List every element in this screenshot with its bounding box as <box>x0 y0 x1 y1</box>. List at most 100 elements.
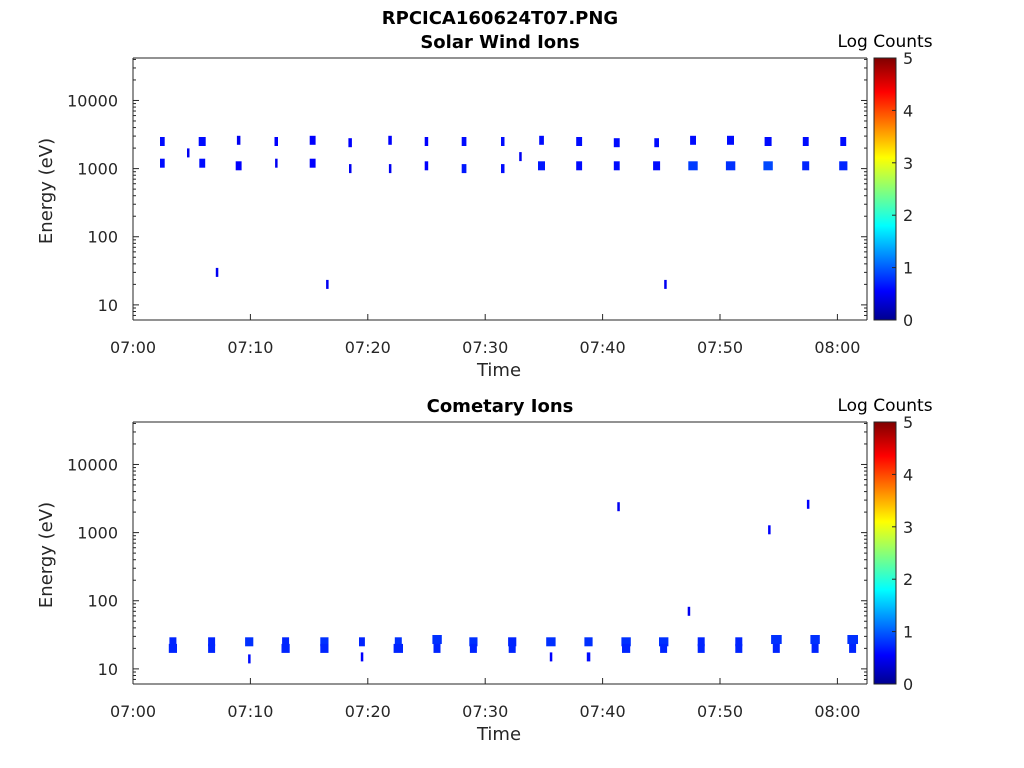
y-axis-label: Energy (eV) <box>36 502 57 608</box>
y-tick-label: 100 <box>87 592 118 611</box>
heatmap-cell <box>388 135 392 145</box>
y-tick-label: 10 <box>98 296 118 315</box>
heatmap-cell <box>501 137 505 146</box>
heatmap-cell <box>501 164 505 174</box>
x-axis-label: Time <box>476 360 521 381</box>
x-tick-label: 07:40 <box>580 702 626 721</box>
heatmap-cell <box>169 637 177 647</box>
heatmap-cell <box>275 158 278 168</box>
heatmap-cell <box>690 135 696 145</box>
heatmap-cell <box>469 643 477 653</box>
solar-wind-ions-panel: Solar Wind Ions 07:00 07:10 07:20 07:30 07:40… <box>36 32 933 381</box>
heatmap-cell <box>697 643 705 653</box>
heatmap-cell <box>735 643 743 653</box>
heatmap-cell <box>326 279 329 289</box>
colorbar <box>873 421 897 685</box>
colorbar-tick-label: 5 <box>903 413 913 432</box>
colorbar-label: Log Counts <box>837 396 932 416</box>
x-tick-label: 07:30 <box>462 338 508 357</box>
heatmap-cell <box>508 643 516 653</box>
x-tick-label: 07:40 <box>580 338 626 357</box>
heatmap-cell <box>215 267 219 277</box>
x-tick-label: 07:10 <box>227 338 273 357</box>
panel-title: Solar Wind Ions <box>420 32 579 53</box>
heatmap-cell <box>688 161 698 171</box>
heatmap-cell <box>236 135 241 145</box>
heatmap-cell <box>281 643 290 653</box>
heatmap-cell <box>802 137 809 146</box>
colorbar-tick-label: 2 <box>903 206 913 225</box>
x-tick-label: 07:00 <box>110 702 156 721</box>
x-tick-label: 08:00 <box>814 702 860 721</box>
heatmap-cell <box>764 137 772 146</box>
heatmap-cell <box>320 637 329 647</box>
y-tick-label: 10000 <box>67 91 118 110</box>
heatmap-cell <box>508 637 517 647</box>
heatmap-cells <box>168 499 858 664</box>
heatmap-cell <box>806 499 810 509</box>
figure-title: RPCICA160624T07.PNG <box>382 8 618 29</box>
heatmap-cell <box>687 606 691 616</box>
y-tick-label: 10000 <box>67 455 118 474</box>
cometary-ions-panel: Cometary Ions 07:00 07:10 07:20 07:30 07:40 07… <box>36 396 933 745</box>
heatmap-cell <box>660 643 668 653</box>
heatmap-cell <box>388 164 392 174</box>
x-axis-label: Time <box>476 724 521 745</box>
x-tick-label: 07:00 <box>110 338 156 357</box>
heatmap-cells <box>160 135 848 289</box>
heatmap-cell <box>768 525 771 535</box>
x-tick-label: 07:20 <box>345 702 391 721</box>
heatmap-cell <box>394 637 402 647</box>
x-tick-label: 08:00 <box>814 338 860 357</box>
heatmap-cell <box>348 138 352 148</box>
colorbar-tick-label: 0 <box>903 675 913 694</box>
heatmap-cell <box>432 635 442 644</box>
heatmap-cell <box>654 138 659 148</box>
heatmap-cell <box>621 637 631 647</box>
heatmap-cell <box>735 637 743 647</box>
heatmap-cell <box>282 637 290 647</box>
heatmap-cell <box>727 135 734 145</box>
colorbar <box>873 57 897 321</box>
heatmap-cell <box>469 637 478 647</box>
heatmap-cell <box>424 161 429 171</box>
colorbar-tick-label: 5 <box>903 49 913 68</box>
colorbar-label: Log Counts <box>837 32 932 52</box>
heatmap-cell <box>199 158 206 168</box>
colorbar-tick-label: 3 <box>903 518 913 537</box>
x-tick-label: 07:50 <box>697 338 743 357</box>
heatmap-cell <box>849 643 857 653</box>
heatmap-cell <box>168 643 177 653</box>
colorbar-tick-label: 1 <box>903 623 913 642</box>
heatmap-cell <box>653 161 661 171</box>
y-tick-label: 10 <box>98 660 118 679</box>
heatmap-cell <box>659 637 669 647</box>
heatmap-cell <box>539 135 544 145</box>
heatmap-cell <box>622 643 631 653</box>
heatmap-cell <box>613 161 620 171</box>
colorbar-tick-label: 4 <box>903 101 913 120</box>
y-tick-label: 1000 <box>77 524 118 543</box>
heatmap-cell <box>424 137 429 146</box>
heatmap-cell <box>811 643 819 653</box>
heatmap-cell <box>349 164 352 174</box>
heatmap-cell <box>235 161 242 171</box>
heatmap-cell <box>198 137 206 146</box>
heatmap-cell <box>697 637 705 647</box>
heatmap-cell <box>586 652 591 662</box>
heatmap-cell <box>309 135 316 145</box>
x-tick-label: 07:10 <box>227 702 273 721</box>
heatmap-cell <box>839 161 848 171</box>
heatmap-cell <box>519 152 522 162</box>
heatmap-cell <box>546 637 556 647</box>
heatmap-cell <box>393 643 403 653</box>
y-tick-label: 1000 <box>77 160 118 179</box>
heatmap-cell <box>208 643 216 653</box>
heatmap-cell <box>245 637 254 647</box>
heatmap-cell <box>187 148 190 158</box>
heatmap-cell <box>160 158 165 168</box>
heatmap-cell <box>613 138 620 148</box>
panel-title: Cometary Ions <box>427 396 574 417</box>
heatmap-cell <box>248 654 251 664</box>
colorbar-tick-label: 3 <box>903 154 913 173</box>
